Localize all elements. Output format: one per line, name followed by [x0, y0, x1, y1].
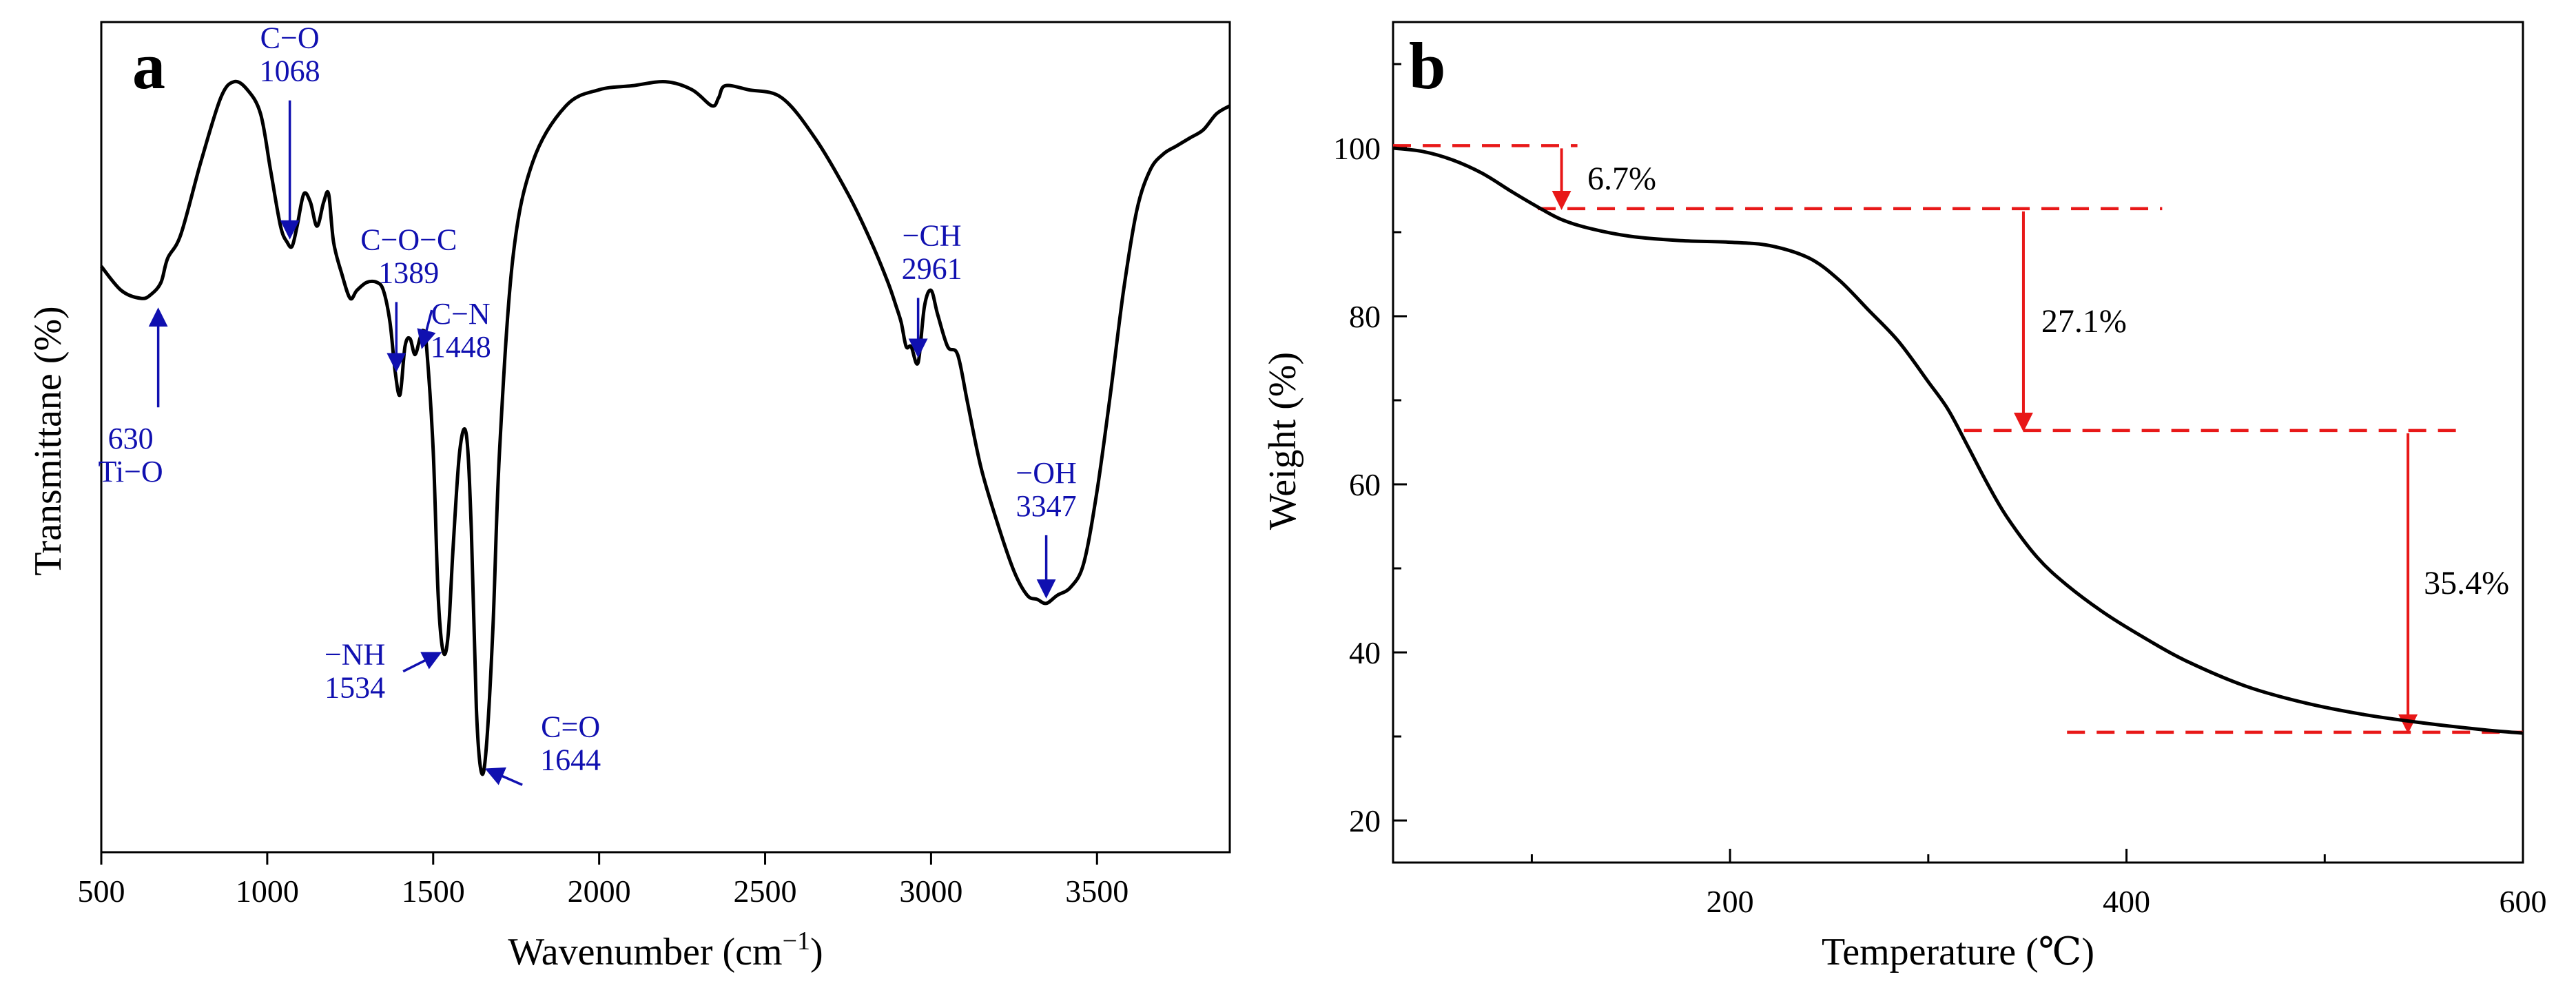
panel-a-x-tick-label: 2500 [734, 874, 797, 909]
peak-annotation-text: −OH [1016, 456, 1076, 490]
panel-b-y-tick-label: 20 [1349, 803, 1381, 838]
panel-a-x-tick-label: 500 [78, 874, 125, 909]
panel-b-frame [1392, 21, 2524, 864]
peak-annotation-text: −CH [903, 218, 962, 252]
x-title-main: Wavenumber (cm [508, 931, 782, 973]
panel-b-y-tick-label: 100 [1333, 131, 1381, 166]
panel-b-step-annotations: 6.7% 27.1% 35.4% [1393, 144, 2523, 734]
step-percent-label: 27.1% [2041, 303, 2127, 340]
panel-b-ticks: 200 400 600 20 40 60 80 100 [1333, 63, 2547, 919]
panel-b-x-axis-title: Temperature (℃) [1822, 931, 2094, 973]
peak-annotation-text: 1068 [260, 54, 320, 88]
panel-b-y-tick-label: 80 [1349, 299, 1381, 334]
panel-a-x-tick-label: 3500 [1065, 874, 1129, 909]
panel-b-tga: b 200 400 600 20 40 60 80 100 6.7% 27.1% 35.4% Te… [1261, 21, 2547, 973]
panel-a-x-tick-label: 1500 [402, 874, 465, 909]
peak-annotation-arrow [417, 309, 436, 349]
panel-a-x-tick-label: 2000 [568, 874, 631, 909]
peak-annotation-text: C−N [431, 297, 491, 331]
weight-loss-step: 35.4% [1964, 429, 2509, 734]
peak-annotation-text: 1534 [324, 671, 385, 705]
peak-annotation-arrow [402, 652, 442, 673]
peak-annotation-text: Ti−O [99, 455, 163, 488]
panel-b-x-tick-label: 400 [2103, 884, 2150, 919]
weight-loss-step: 27.1% [1538, 207, 2163, 432]
panel-a-y-axis-title: Transmittane (%) [27, 306, 70, 575]
panel-a-x-axis-title: Wavenumber (cm−1) [508, 927, 823, 973]
panel-a-x-tick-label: 1000 [236, 874, 299, 909]
panel-a-x-tick-label: 3000 [899, 874, 962, 909]
panel-b-y-tick-label: 40 [1349, 635, 1381, 670]
step-percent-label: 6.7% [1587, 161, 1656, 197]
panel-b-label: b [1409, 29, 1445, 103]
panel-b-y-tick-label: 60 [1349, 467, 1381, 502]
x-title-superscript: −1 [783, 927, 810, 956]
panel-a-peak-annotations: 630Ti−OC−O1068C−O−C1389C−N1448−NH1534C=O… [99, 21, 1077, 786]
peak-annotation-arrow [484, 767, 523, 786]
panel-a-spectrum-line [100, 79, 1231, 776]
peak-annotation-text: 1644 [540, 743, 601, 776]
peak-annotation-text: 1448 [431, 330, 491, 364]
peak-annotation-text: C−O−C [360, 223, 457, 256]
panel-a-label: a [132, 29, 165, 103]
panel-b-x-tick-label: 200 [1707, 884, 1754, 919]
weight-loss-step: 6.7% [1393, 144, 1656, 210]
step-percent-label: 35.4% [2424, 565, 2509, 601]
peak-annotation-text: −NH [324, 638, 385, 672]
peak-annotation-text: C=O [541, 710, 600, 743]
peak-annotation-text: 630 [108, 422, 154, 455]
peak-annotation-text: 3347 [1016, 489, 1077, 523]
peak-annotation-text: 2961 [902, 251, 962, 285]
panel-a-frame [100, 21, 1231, 854]
panel-b-y-axis-title: Weight (%) [1261, 352, 1304, 530]
panel-a-x-ticks: 500 1000 1500 2000 2500 3000 3500 [78, 852, 1129, 909]
peak-annotation-text: 1389 [378, 256, 439, 289]
panel-b-x-tick-label: 600 [2500, 884, 2547, 919]
panel-b-weight-line [1392, 146, 2524, 735]
x-title-tail: ) [810, 931, 823, 973]
peak-annotation-text: C−O [260, 21, 320, 55]
